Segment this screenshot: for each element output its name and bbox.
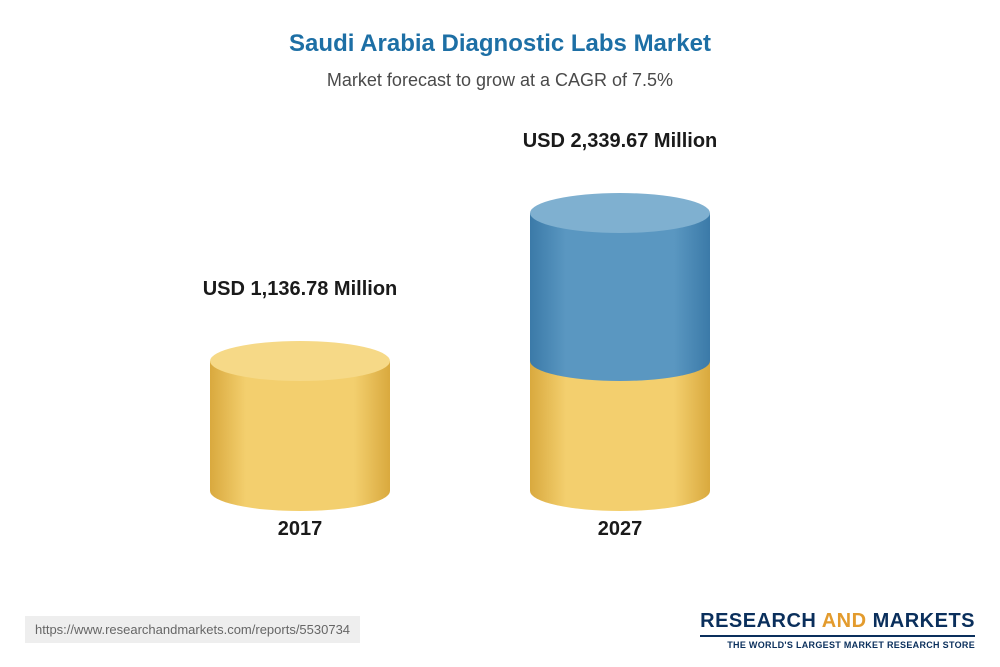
footer: https://www.researchandmarkets.com/repor… bbox=[0, 607, 1000, 667]
logo: RESEARCH AND MARKETS THE WORLD'S LARGEST… bbox=[700, 610, 975, 650]
cylinder-2017 bbox=[210, 361, 390, 491]
cylinder-2027 bbox=[530, 213, 710, 491]
chart-title: Saudi Arabia Diagnostic Labs Market bbox=[0, 0, 1000, 58]
ellipse-top bbox=[210, 341, 390, 381]
cylinder-body bbox=[210, 361, 390, 491]
ellipse-top bbox=[530, 193, 710, 233]
chart-subtitle: Market forecast to grow at a CAGR of 7.5… bbox=[0, 70, 1000, 91]
logo-tagline: THE WORLD'S LARGEST MARKET RESEARCH STOR… bbox=[700, 635, 975, 650]
year-label-2017: 2017 bbox=[210, 518, 390, 541]
cylinder-body bbox=[530, 213, 710, 491]
logo-word-markets: MARKETS bbox=[873, 610, 975, 632]
chart-area: USD 1,136.78 Million USD 2,339.67 Millio… bbox=[0, 111, 1000, 551]
value-label-2017: USD 1,136.78 Million bbox=[170, 278, 430, 301]
ellipse-bottom bbox=[530, 471, 710, 511]
source-url: https://www.researchandmarkets.com/repor… bbox=[25, 616, 360, 643]
segment-yellow bbox=[210, 361, 390, 491]
chart-container: Saudi Arabia Diagnostic Labs Market Mark… bbox=[0, 0, 1000, 667]
ellipse-bottom bbox=[210, 471, 390, 511]
logo-main: RESEARCH AND MARKETS bbox=[700, 610, 975, 633]
logo-word-and: AND bbox=[822, 610, 867, 632]
value-label-2027: USD 2,339.67 Million bbox=[490, 130, 750, 153]
logo-word-research: RESEARCH bbox=[700, 610, 816, 632]
segment-blue bbox=[530, 213, 710, 361]
ellipse-mid bbox=[530, 341, 710, 381]
year-label-2027: 2027 bbox=[530, 518, 710, 541]
